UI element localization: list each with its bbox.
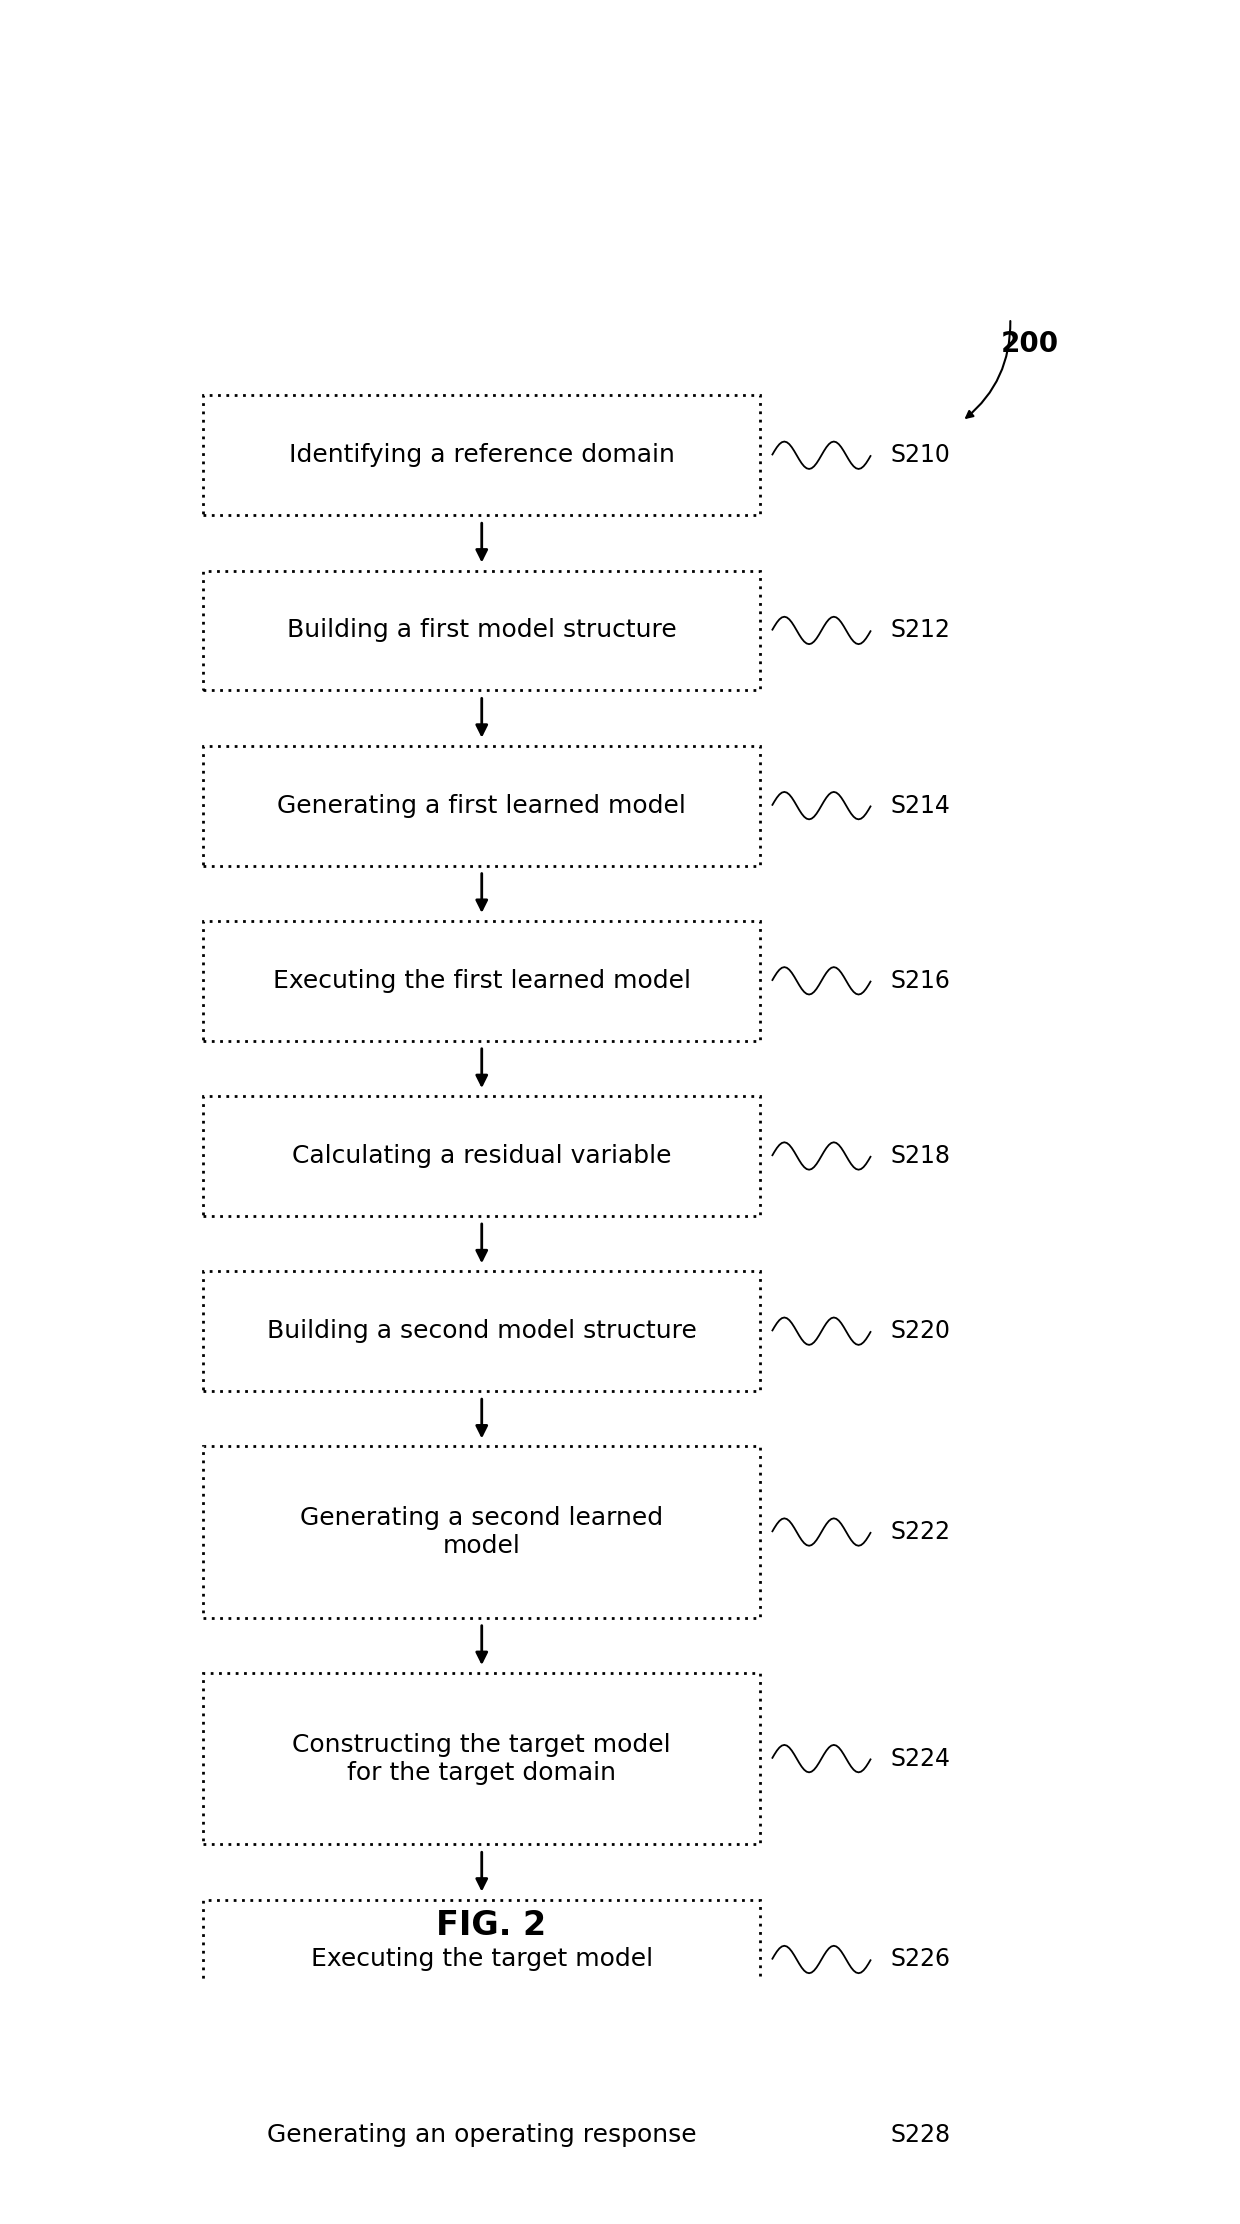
Text: S220: S220 — [890, 1319, 950, 1343]
Text: Executing the first learned model: Executing the first learned model — [273, 970, 691, 992]
Text: S222: S222 — [890, 1519, 950, 1543]
Text: S210: S210 — [890, 443, 950, 467]
Text: S214: S214 — [890, 794, 950, 818]
FancyBboxPatch shape — [203, 572, 760, 689]
FancyBboxPatch shape — [203, 1899, 760, 2019]
Text: FIG. 2: FIG. 2 — [436, 1908, 547, 1942]
FancyBboxPatch shape — [203, 2075, 760, 2195]
Text: S212: S212 — [890, 618, 950, 643]
FancyBboxPatch shape — [203, 921, 760, 1041]
FancyBboxPatch shape — [203, 1272, 760, 1392]
FancyBboxPatch shape — [203, 1672, 760, 1844]
Text: S228: S228 — [890, 2122, 950, 2146]
Text: Generating a first learned model: Generating a first learned model — [278, 794, 686, 818]
Text: Executing the target model: Executing the target model — [311, 1948, 652, 1970]
Text: Constructing the target model
for the target domain: Constructing the target model for the ta… — [293, 1732, 671, 1784]
Text: Generating an operating response: Generating an operating response — [267, 2122, 697, 2146]
Text: S224: S224 — [890, 1746, 950, 1770]
FancyBboxPatch shape — [203, 1446, 760, 1617]
Text: Calculating a residual variable: Calculating a residual variable — [291, 1143, 672, 1168]
Text: Building a first model structure: Building a first model structure — [286, 618, 677, 643]
Text: S226: S226 — [890, 1948, 950, 1970]
Text: 200: 200 — [1001, 329, 1059, 358]
Text: Generating a second learned
model: Generating a second learned model — [300, 1506, 663, 1559]
FancyBboxPatch shape — [203, 396, 760, 516]
Text: Building a second model structure: Building a second model structure — [267, 1319, 697, 1343]
Text: Identifying a reference domain: Identifying a reference domain — [289, 443, 675, 467]
Text: S218: S218 — [890, 1143, 950, 1168]
Text: S216: S216 — [890, 970, 950, 992]
FancyBboxPatch shape — [203, 1096, 760, 1217]
FancyBboxPatch shape — [203, 745, 760, 865]
